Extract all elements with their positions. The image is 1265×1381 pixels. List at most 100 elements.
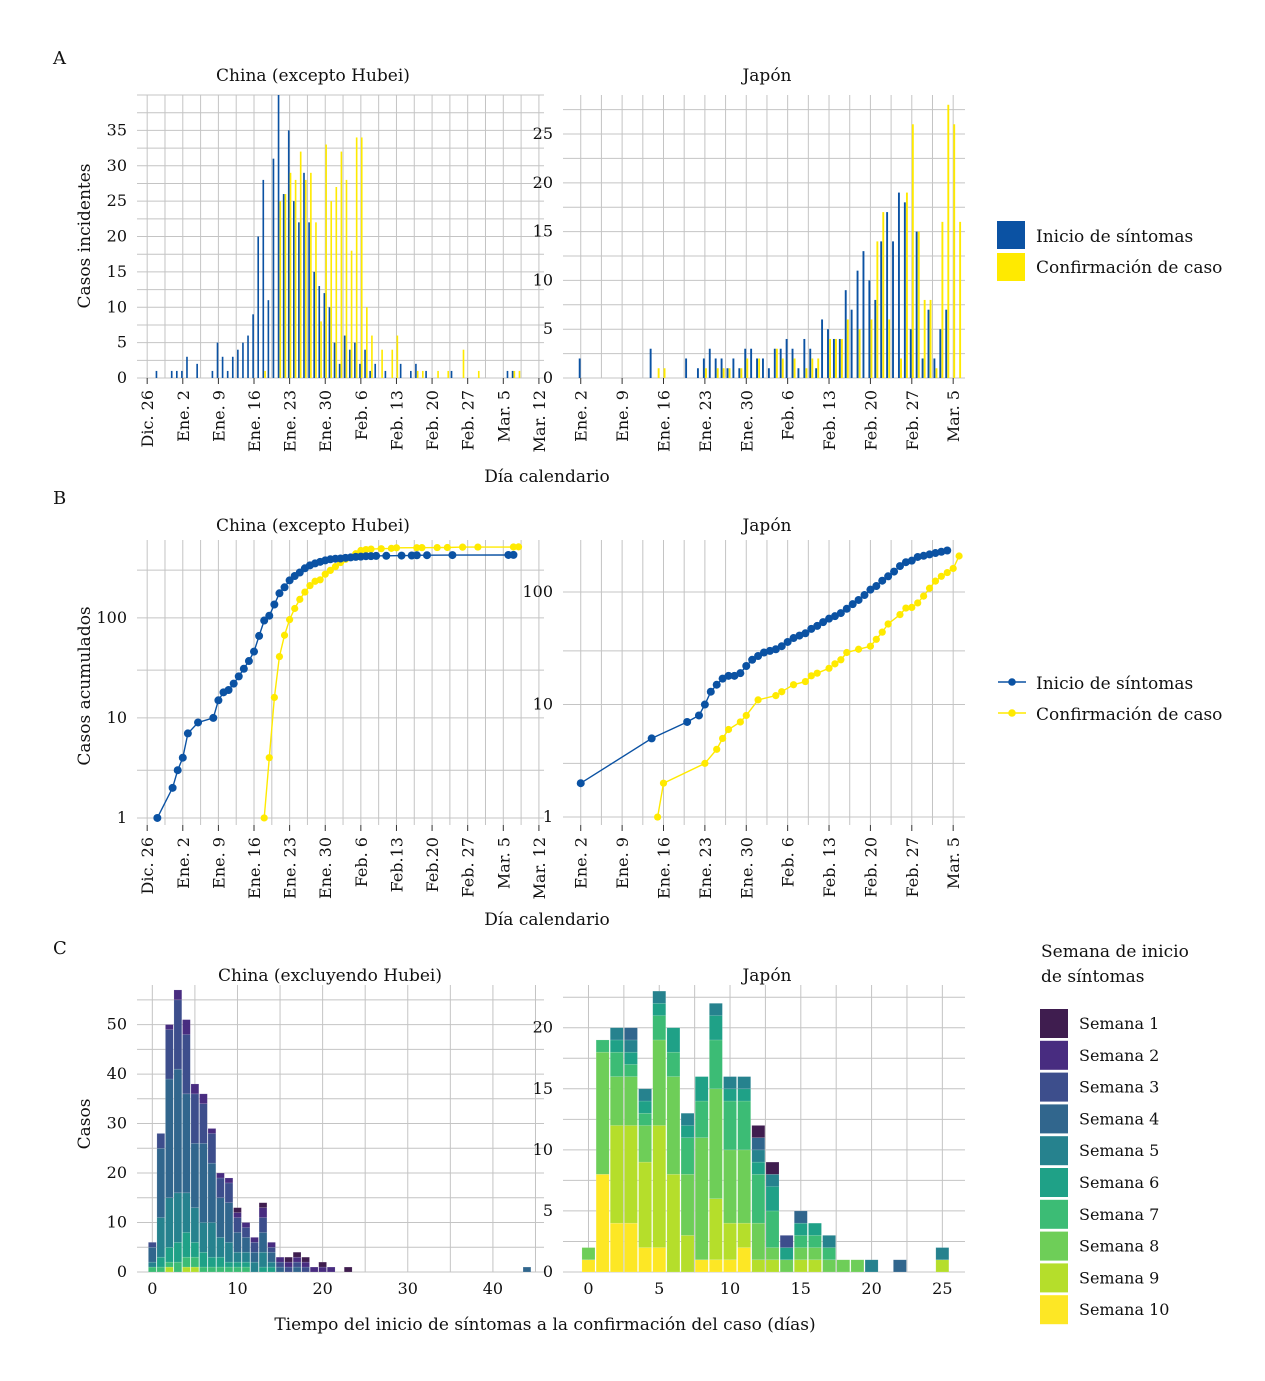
B-japan-point-confirm-26 <box>908 603 916 612</box>
C-china-bar-x10-week1 <box>233 1207 242 1213</box>
B-china-xtick-label-1: Ene. 2 <box>174 837 193 889</box>
legend-c-title-1: Semana de inicio <box>1041 942 1189 962</box>
B-china-point-confirm-6 <box>291 604 299 613</box>
B-japan-point-confirm-0 <box>653 813 662 821</box>
C-japan-bar-x3-week9 <box>624 1125 638 1224</box>
A-japan-bar-onset-45 <box>945 309 948 378</box>
B-japan-point-onset-4 <box>700 700 709 709</box>
C-china-bar-x4-week2 <box>182 1019 191 1035</box>
C-japan-bar-x16-week8 <box>808 1247 822 1261</box>
C-japan-bar-x3-week8 <box>624 1076 638 1126</box>
C-china-bar-x6-week4 <box>199 1143 208 1223</box>
legend-b-label-confirm: Confirmación de caso <box>1036 705 1222 725</box>
C-china-bar-x18-week3 <box>301 1266 310 1273</box>
B-china-point-onset-7 <box>214 696 223 705</box>
C-japan-bar-x4-week6 <box>638 1100 652 1114</box>
A-china-bar-onset-41 <box>410 370 412 378</box>
C-china-bar-x4-week9 <box>182 1266 191 1273</box>
C-china-bar-x6-week3 <box>199 1103 208 1144</box>
C-japan-bar-x7-week5 <box>680 1112 695 1126</box>
B-china-point-confirm-12 <box>321 570 329 578</box>
A-china-bar-confirm-18 <box>366 307 368 378</box>
C-japan-bar-x6-week8 <box>666 1076 681 1175</box>
C-japan-bar-x5-week6 <box>652 1003 667 1016</box>
A-china-bar-confirm-7 <box>310 172 312 378</box>
legend-c-label-week-1: Semana 1 <box>1079 1014 1159 1033</box>
A-japan-bar-confirm-0 <box>657 368 660 378</box>
B-japan-point-confirm-15 <box>825 664 833 672</box>
C-china-bar-x13-week6 <box>258 1266 268 1273</box>
chart-c-japan: 0 5 10 15 20 0 5 10 15 20 25 <box>533 985 965 1298</box>
A-japan-bar-confirm-17 <box>840 338 843 378</box>
B-japan-point-onset-29 <box>848 600 857 609</box>
A-japan-bar-confirm-14 <box>817 358 820 378</box>
B-japan-point-confirm-32 <box>943 568 951 577</box>
A-china-bar-onset-43 <box>425 370 427 378</box>
B-china-point-onset-46 <box>509 550 518 559</box>
C-japan-bar-x0-week8 <box>581 1247 596 1261</box>
C-china-bar-x10-week5 <box>233 1251 242 1263</box>
A-japan-bar-confirm-19 <box>858 329 861 378</box>
A-japan-bar-onset-14 <box>762 358 764 378</box>
C-japan-bar-x2-week5 <box>610 1027 624 1041</box>
C-japan-bar-x16-week9 <box>808 1259 822 1273</box>
B-china-line-onset <box>156 554 514 819</box>
B-china-point-onset-20 <box>280 583 289 592</box>
B-japan-point-onset-6 <box>712 680 721 689</box>
B-japan-point-confirm-30 <box>931 577 940 585</box>
A-japan-bar-onset-0 <box>578 358 581 378</box>
C-china-bar-x8-week2 <box>216 1172 225 1179</box>
A-japan-bar-onset-10 <box>738 368 741 378</box>
A-china-bar-onset-1 <box>170 370 173 378</box>
C-japan-bar-x2-week8 <box>610 1076 624 1126</box>
A-china-xtick-label-6: Feb. 6 <box>352 390 371 440</box>
A-china-bar-onset-22 <box>293 201 295 378</box>
C-china-bar-x17-week3 <box>292 1261 302 1268</box>
C-china-xtick-0: 0 <box>147 1279 157 1298</box>
C-china-bar-x12-week5 <box>250 1261 259 1273</box>
A-japan-bar-onset-38 <box>903 202 906 378</box>
C-china-bar-x11-week7 <box>241 1266 251 1273</box>
B-japan-line-onset <box>580 549 948 784</box>
C-japan-bar-x7-week9 <box>680 1235 695 1273</box>
A-china-xtick-label-5: Ene. 30 <box>316 390 335 452</box>
B-china-point-onset-10 <box>229 679 238 688</box>
C-china-xtick-3: 30 <box>398 1279 418 1298</box>
A-china-bar-confirm-23 <box>416 370 419 378</box>
B-japan-point-confirm-20 <box>866 642 875 650</box>
B-japan-xtick-label-8: Feb. 27 <box>903 837 922 897</box>
C-japan-bar-x16-week7 <box>808 1235 822 1248</box>
B-china-point-confirm-25 <box>413 544 421 552</box>
C-japan-bar-x7-week7 <box>680 1137 695 1175</box>
C-china-bar-x16-week3 <box>284 1266 293 1273</box>
A-china-bar-confirm-26 <box>447 370 450 378</box>
C-china-bar-x11-week2 <box>241 1222 251 1228</box>
C-china-bar-x2-week7 <box>165 1261 174 1268</box>
C-china-bar-x7-week5 <box>207 1222 217 1258</box>
legend-c-swatch-week-5 <box>1040 1136 1068 1166</box>
C-china-bar-x10-week2 <box>233 1212 242 1218</box>
A-japan-bar-onset-39 <box>909 329 912 378</box>
A-japan-bar-onset-36 <box>892 241 894 378</box>
B-japan-point-onset-24 <box>819 618 828 627</box>
A-japan-bar-onset-30 <box>856 270 859 378</box>
A-japan-xtick-label-1: Ene. 9 <box>613 390 632 442</box>
C-china-bar-x12-week4 <box>250 1251 259 1263</box>
C-japan-bar-x25-week9 <box>935 1259 950 1273</box>
A-japan-bar-onset-5 <box>708 348 711 378</box>
A-japan-bar-onset-15 <box>767 368 770 378</box>
B-japan-xtick-label-4: Ene. 30 <box>737 837 756 899</box>
legend-c-label-week-10: Semana 10 <box>1079 1300 1169 1319</box>
C-china-bar-x14-week3 <box>267 1247 276 1253</box>
C-china-bar-x9-week5 <box>224 1242 234 1263</box>
A-china-bar-onset-24 <box>303 172 305 378</box>
A-china-bar-confirm-19 <box>371 335 373 378</box>
B-china-point-confirm-29 <box>459 543 467 551</box>
C-china-bar-x3-week2 <box>173 989 183 1001</box>
A-china-xtick-label-4: Ene. 23 <box>281 390 300 452</box>
C-japan-bar-x11-week10 <box>737 1247 751 1273</box>
B-japan-point-confirm-17 <box>837 656 845 664</box>
B-china-point-onset-4 <box>183 729 192 738</box>
B-china-point-onset-12 <box>239 664 248 673</box>
B-china-point-onset-17 <box>265 611 274 620</box>
